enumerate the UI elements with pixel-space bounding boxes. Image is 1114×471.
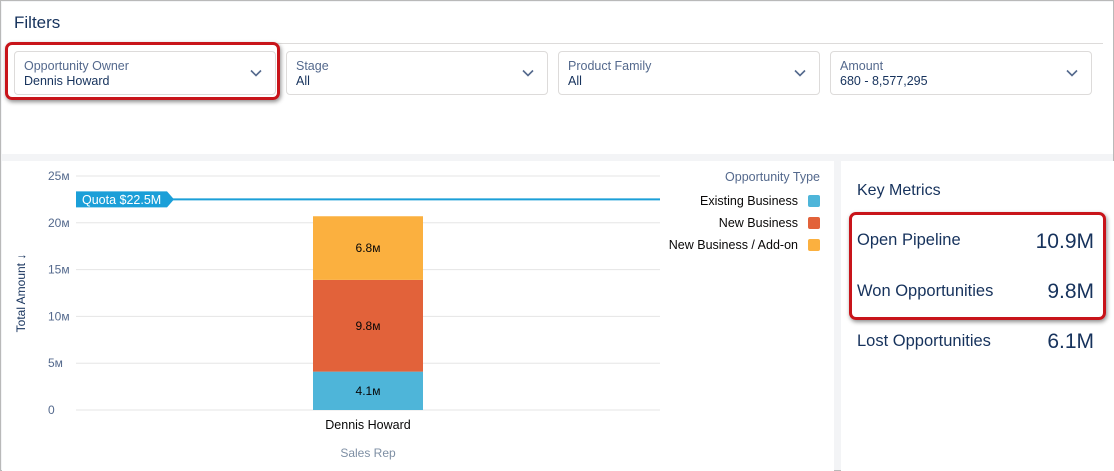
- legend-swatch: [808, 239, 820, 251]
- filter-value: 680 - 8,577,295: [840, 74, 928, 88]
- y-tick-label: 0: [48, 403, 55, 417]
- filter-product-family[interactable]: Product Family All: [558, 51, 820, 95]
- metric-won-opportunities-label: Won Opportunities: [857, 282, 994, 300]
- bar-data-label: 4.1м: [356, 384, 381, 398]
- bar-segment-2: [313, 216, 423, 280]
- y-tick-label: 15м: [48, 263, 70, 277]
- metric-open-pipeline-label: Open Pipeline: [857, 231, 961, 249]
- y-tick-label: 5м: [48, 356, 63, 370]
- metric-open-pipeline-value: 10.9M: [1035, 230, 1094, 253]
- legend-swatch: [808, 217, 820, 229]
- filter-label: Stage: [296, 59, 329, 73]
- chart-panel: 0 5м 10м 15м 20м 25м Total Amount ↓ 4.1м 9.8м 6.8…: [2, 161, 834, 471]
- filter-amount[interactable]: Amount 680 - 8,577,295: [830, 51, 1092, 95]
- bar-segment-0: [313, 371, 423, 410]
- bar-data-label: 9.8м: [356, 319, 381, 333]
- y-axis-label: Total Amount ↓: [14, 254, 28, 333]
- filter-label: Amount: [840, 59, 884, 73]
- legend-item-label: New Business / Add-on: [669, 238, 798, 252]
- metric-lost-opportunities-label: Lost Opportunities: [857, 332, 991, 350]
- filter-opportunity-owner[interactable]: Opportunity Owner Dennis Howard: [14, 51, 276, 95]
- x-axis-label: Sales Rep: [340, 446, 396, 460]
- filter-value: All: [568, 74, 582, 88]
- metric-lost-opportunities-value: 6.1M: [1047, 330, 1094, 353]
- metric-won-opportunities-value: 9.8M: [1047, 280, 1094, 303]
- stacked-bar-chart: 0 5м 10м 15м 20м 25м Total Amount ↓ 4.1м 9.8м 6.8…: [14, 169, 820, 460]
- quota-badge: [76, 191, 174, 208]
- key-metrics-panel: Key Metrics Open Pipeline 10.9M Won Oppo…: [841, 161, 1114, 471]
- filter-stage[interactable]: Stage All: [286, 51, 548, 95]
- chevron-down-icon: [1066, 69, 1078, 77]
- legend-item-label: Existing Business: [700, 194, 798, 208]
- legend-item-label: New Business: [719, 216, 798, 230]
- quota-label: Quota $22.5M: [82, 193, 161, 207]
- filter-value: Dennis Howard: [24, 74, 110, 88]
- chevron-down-icon: [794, 69, 806, 77]
- filters-divider: [10, 43, 1103, 44]
- filters-panel: Filters Opportunity Owner Dennis Howard …: [2, 2, 1113, 154]
- bar-segment-1: [313, 279, 423, 372]
- chevron-down-icon: [522, 69, 534, 77]
- x-category-label: Dennis Howard: [325, 418, 411, 432]
- legend-swatch: [808, 195, 820, 207]
- bar-data-label: 6.8м: [356, 241, 381, 255]
- filter-value: All: [296, 74, 310, 88]
- y-tick-label: 10м: [48, 309, 70, 323]
- legend-title: Opportunity Type: [725, 170, 820, 184]
- y-tick-label: 25м: [48, 169, 70, 183]
- filter-label: Opportunity Owner: [24, 59, 129, 73]
- key-metrics-title: Key Metrics: [857, 182, 941, 199]
- filters-title: Filters: [14, 13, 61, 32]
- filter-label: Product Family: [568, 59, 652, 73]
- chevron-down-icon: [250, 69, 262, 77]
- y-tick-label: 20м: [48, 216, 70, 230]
